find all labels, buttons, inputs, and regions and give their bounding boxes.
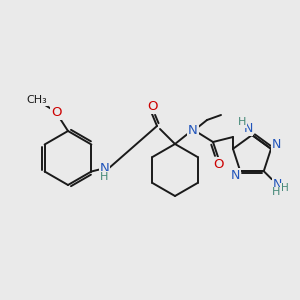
Text: N: N	[273, 178, 282, 191]
Text: H: H	[272, 187, 280, 197]
Text: O: O	[147, 100, 157, 113]
Text: N: N	[243, 122, 253, 136]
Text: O: O	[51, 106, 61, 119]
Text: N: N	[100, 162, 109, 175]
Text: N: N	[231, 169, 240, 182]
Text: N: N	[188, 124, 198, 136]
Text: H: H	[100, 172, 109, 182]
Text: O: O	[213, 158, 223, 170]
Text: H: H	[238, 117, 246, 127]
Text: N: N	[271, 138, 281, 151]
Text: CH₃: CH₃	[27, 95, 47, 105]
Text: H: H	[281, 183, 289, 193]
